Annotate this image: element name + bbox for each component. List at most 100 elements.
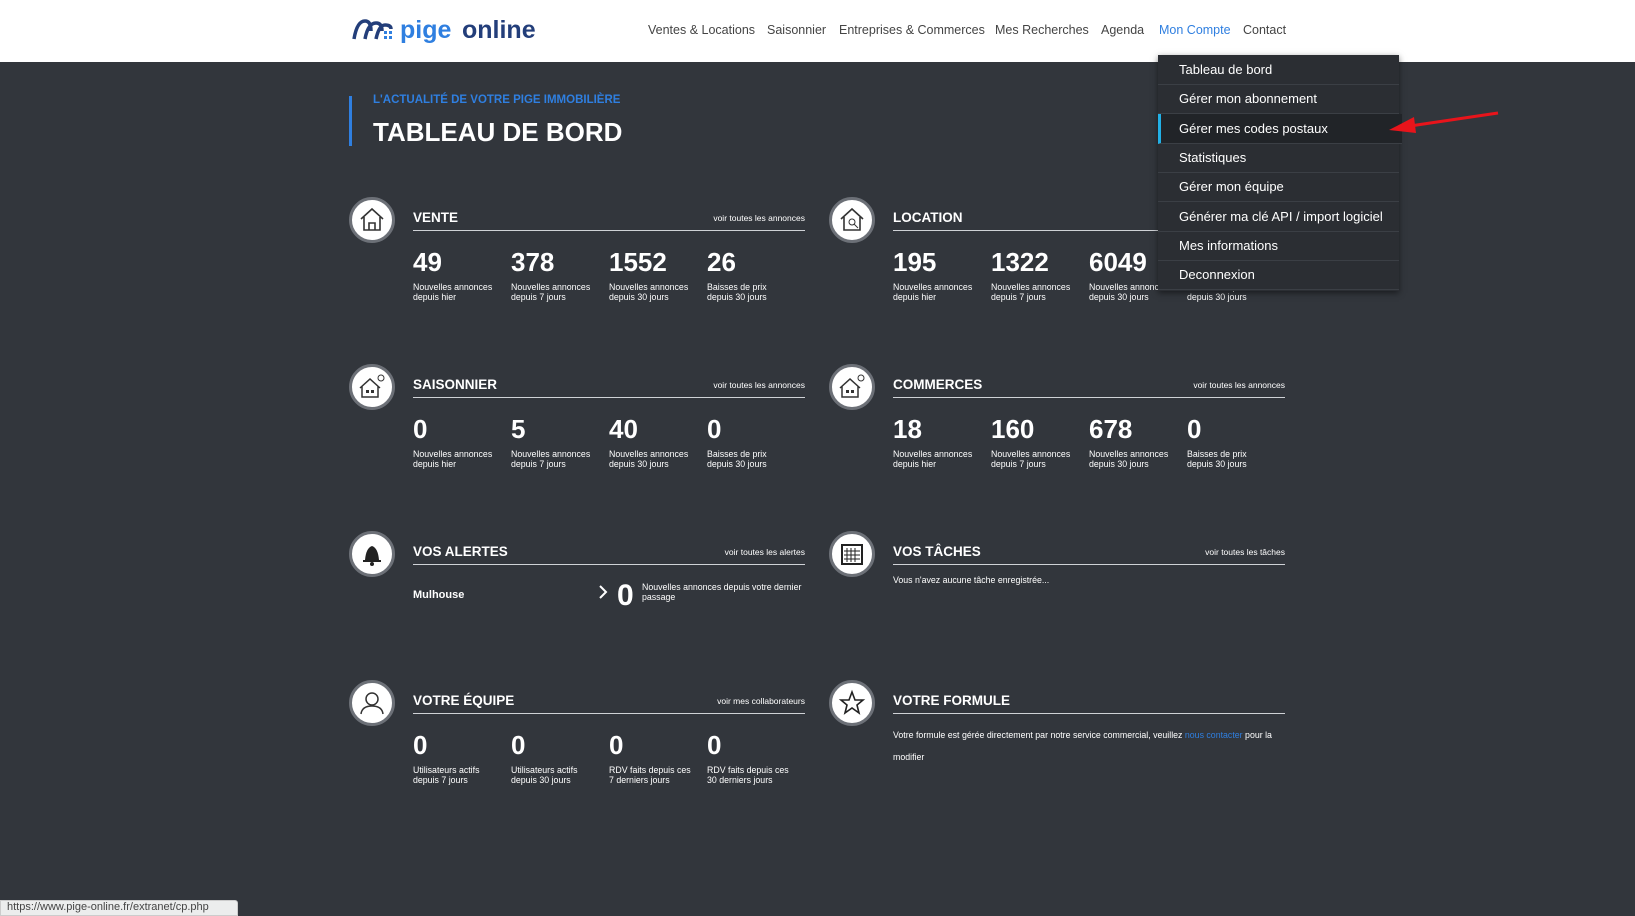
section-title: VOS ALERTES [413, 544, 508, 559]
section-title: VOTRE FORMULE [893, 693, 1010, 708]
section-icon [349, 364, 395, 410]
stat-label: Nouvelles annonces depuis 30 jours [609, 449, 689, 469]
section-link[interactable]: voir toutes les tâches [1205, 547, 1285, 557]
section-title: SAISONNIER [413, 377, 498, 392]
section-title: COMMERCES [893, 377, 983, 392]
icon-glyph [360, 692, 384, 715]
section-icon [349, 531, 395, 577]
formula-link[interactable]: nous contacter [1184, 730, 1243, 740]
dropdown-item[interactable]: Générer ma clé API / import logiciel [1158, 202, 1399, 232]
nav-item[interactable]: Contact [1243, 23, 1287, 37]
stat-label: Nouvelles annonces depuis 30 jours [1089, 449, 1169, 469]
stat-label: Nouvelles annonces depuis 30 jours [1089, 282, 1169, 302]
nav-item[interactable]: Ventes & Locations [648, 23, 756, 37]
icon-glyph [841, 544, 863, 565]
section-link[interactable]: voir toutes les annonces [713, 213, 805, 223]
section-underline [413, 230, 805, 231]
status-bar: https://www.pige-online.fr/extranet/cp.p… [0, 900, 238, 916]
title-accent [349, 96, 352, 146]
section-underline [413, 713, 805, 714]
alert-count: 0 [617, 579, 634, 612]
stat-label: Nouvelles annonces depuis hier [413, 282, 493, 302]
kicker: L'ACTUALITÉ DE VOTRE PIGE IMMOBILIÈRE [373, 94, 621, 106]
section-underline [893, 564, 1285, 565]
section-title: LOCATION [893, 210, 963, 225]
tasks-text: Vous n'avez aucune tâche enregistrée... [893, 575, 1050, 585]
stat-value: 195 [893, 247, 937, 277]
logo-icon [352, 19, 393, 40]
red-arrow [1389, 111, 1499, 133]
section-icon [349, 197, 395, 243]
stat-label: Nouvelles annonces depuis hier [413, 449, 493, 469]
stat-value: 0 [413, 414, 428, 444]
stat-value: 160 [991, 414, 1035, 444]
section-title: VOTRE ÉQUIPE [413, 693, 515, 708]
dropdown-item[interactable]: Gérer mon équipe [1158, 172, 1399, 203]
nav-item[interactable]: Mon Compte [1159, 23, 1231, 37]
dropdown-item[interactable]: Tableau de bord [1158, 55, 1399, 85]
account-dropdown: Tableau de bord Gérer mon abonnement Gérer… [1158, 55, 1402, 291]
dropdown-item[interactable]: Gérer mes codes postaux [1158, 113, 1402, 144]
dropdown-item[interactable]: Deconnexion [1158, 260, 1399, 291]
formula-before: Votre formule est gérée directement par … [893, 730, 1185, 740]
section-title: VENTE [413, 210, 459, 225]
stat-value: 18 [893, 414, 922, 444]
formula-after: pour la modifier [893, 730, 1272, 762]
stat-value: 0 [413, 730, 428, 760]
stat-label: Nouvelles annonces depuis hier [893, 449, 973, 469]
stat-value: 0 [511, 730, 526, 760]
dropdown-item[interactable]: Gérer mon abonnement [1158, 84, 1399, 115]
stat-label: Baisses de prix depuis 30 jours [1187, 449, 1247, 469]
logo-part2: online [462, 16, 536, 44]
stat-value: 6049 [1089, 247, 1147, 277]
section-icon [349, 680, 395, 726]
stat-label: Baisses de prix depuis 30 jours [707, 449, 767, 469]
section-underline [893, 230, 1285, 231]
section-link[interactable]: voir toutes les annonces [713, 380, 805, 390]
nav-item[interactable]: Mes Recherches [995, 23, 1089, 37]
dropdown-item[interactable]: Statistiques [1158, 143, 1399, 173]
stat-value: 0 [707, 414, 722, 444]
section-title: VOS TÂCHES [893, 544, 981, 559]
dropdown-item[interactable]: Mes informations [1158, 231, 1399, 261]
formula-text: Votre formule est gérée directement par … [893, 724, 1285, 768]
stat-label: Nouvelles annonces depuis hier [893, 282, 973, 302]
section-icon [829, 680, 875, 726]
stat-value: 0 [707, 730, 722, 760]
nav-item[interactable]: Agenda [1101, 23, 1145, 37]
stat-label: Nouvelles annonces depuis 7 jours [511, 282, 591, 302]
stat-label: Utilisateurs actifs depuis 7 jours [413, 765, 480, 785]
section-underline [893, 713, 1285, 714]
nav-item[interactable]: Saisonnier [767, 23, 827, 37]
alert-text: Nouvelles annonces depuis votre dernier … [642, 582, 802, 602]
icon-glyph [840, 207, 864, 231]
stat-label: RDV faits depuis ces 7 derniers jours [609, 765, 691, 785]
icon-glyph [839, 374, 865, 398]
stat-value: 1322 [991, 247, 1049, 277]
section-link[interactable]: voir mes collaborateurs [717, 696, 805, 706]
icon-glyph [363, 546, 381, 566]
stat-value: 26 [707, 247, 736, 277]
stat-value: 0 [1187, 414, 1202, 444]
section-icon [829, 197, 875, 243]
stat-value: 678 [1089, 414, 1133, 444]
page-title: TABLEAU DE BORD [373, 117, 623, 147]
icon-glyph [359, 374, 385, 398]
header: pige online Ventes & Locations Saisonnier… [0, 0, 1635, 62]
stat-value: 49 [413, 247, 442, 277]
stat-value: 5 [511, 414, 526, 444]
stat-value: 378 [511, 247, 555, 277]
stat-label: Nouvelles annonces depuis 7 jours [991, 449, 1071, 469]
chevron [597, 583, 609, 606]
stat-label: Nouvelles annonces depuis 30 jours [609, 282, 689, 302]
stat-value: 1552 [609, 247, 667, 277]
logo-part1: pige [400, 16, 452, 44]
stat-label: Baisses de prix depuis 30 jours [707, 282, 767, 302]
nav-item[interactable]: Entreprises & Commerces [839, 23, 985, 37]
section-link[interactable]: voir toutes les alertes [724, 547, 805, 557]
section-icon [829, 531, 875, 577]
section-underline [893, 397, 1285, 398]
stat-label: Nouvelles annonces depuis 7 jours [991, 282, 1071, 302]
section-link[interactable]: voir toutes les annonces [1193, 380, 1285, 390]
